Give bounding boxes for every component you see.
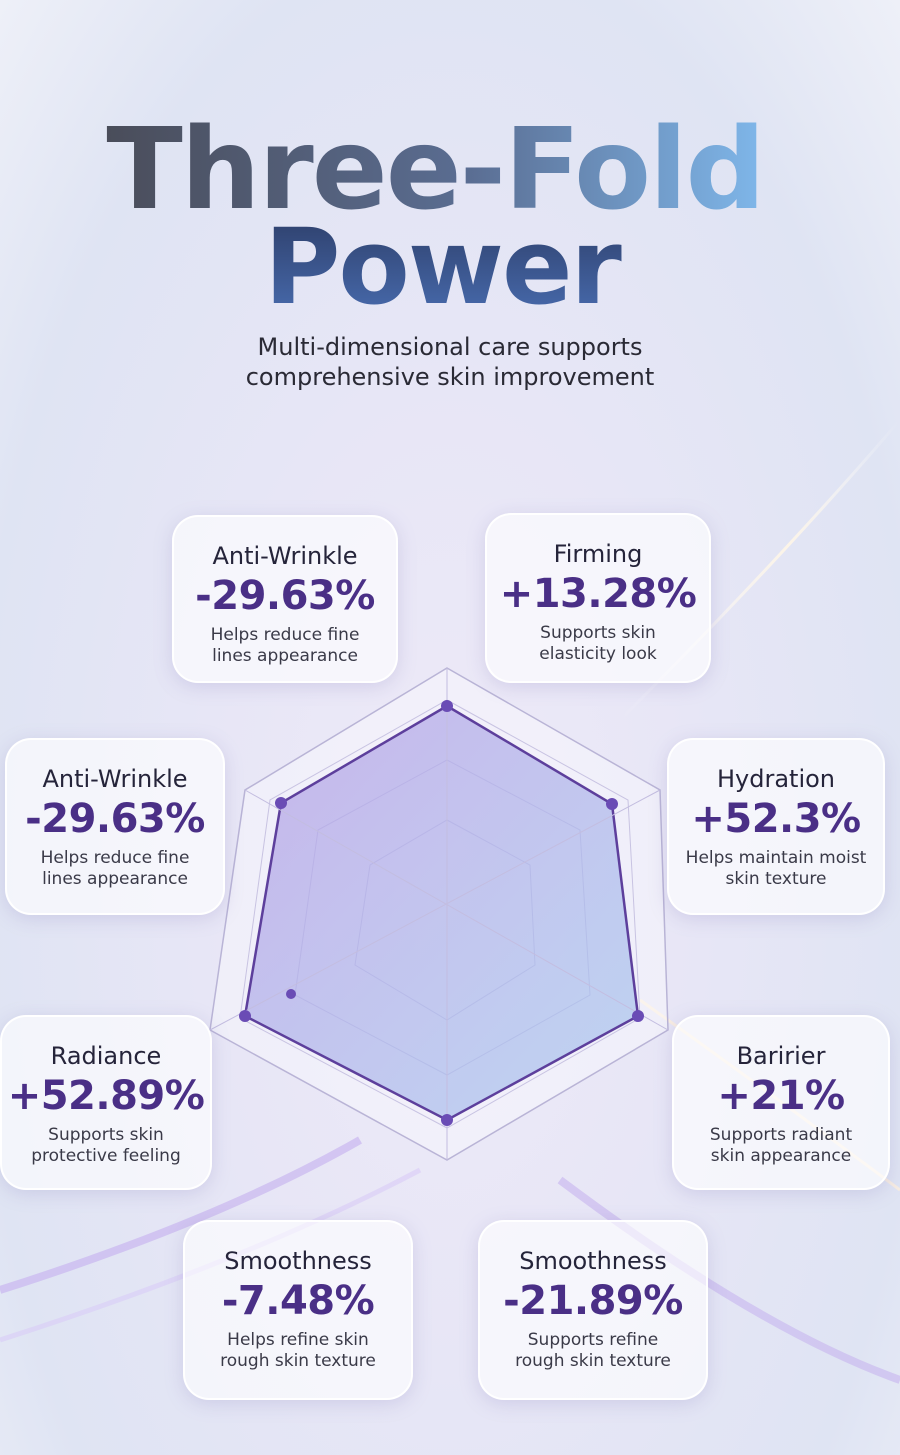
metric-description: Supports refine rough skin texture: [480, 1330, 706, 1372]
description-line: Helps reduce fine: [40, 848, 190, 868]
metric-value: -7.48%: [221, 1278, 375, 1324]
metric-label: Anti-Wrinkle: [212, 542, 358, 570]
description-line: lines appearance: [42, 869, 188, 889]
metric-label: Firming: [553, 540, 643, 568]
description-line: skin texture: [725, 869, 827, 889]
description-line: protective feeling: [31, 1146, 181, 1166]
metric-card: Radiance +52.89% Supports skin protective f…: [0, 1015, 212, 1190]
description-line: elasticity look: [539, 644, 657, 664]
metric-description: Helps maintain moist skin texture: [669, 848, 883, 890]
metric-card: Smoothness -21.89% Supports refine rough sk…: [478, 1220, 708, 1400]
description-line: rough skin texture: [220, 1351, 376, 1371]
metric-description: Supports skin elasticity look: [487, 623, 709, 665]
metric-description: Helps reduce fine lines appearance: [174, 625, 396, 667]
metric-description: Supports radiant skin appearance: [674, 1125, 888, 1167]
description-line: Helps refine skin: [227, 1330, 369, 1350]
description-line: Supports refine: [527, 1330, 659, 1350]
metric-card: Baririer +21% Supports radiant skin appeara…: [672, 1015, 890, 1190]
metric-description: Helps refine skin rough skin texture: [185, 1330, 411, 1372]
metric-card: Hydration +52.3% Helps maintain moist skin …: [667, 738, 885, 915]
metric-label: Smoothness: [224, 1247, 372, 1275]
metric-label: Radiance: [50, 1042, 162, 1070]
metric-card: Smoothness -7.48% Helps refine skin rough s…: [183, 1220, 413, 1400]
metric-card: Anti-Wrinkle -29.63% Helps reduce fine line…: [5, 738, 225, 915]
radar: [209, 667, 669, 1161]
description-line: Helps maintain moist: [685, 848, 867, 868]
metric-value: -21.89%: [503, 1278, 683, 1324]
metric-label: Baririer: [736, 1042, 826, 1070]
metric-value: +21%: [717, 1073, 845, 1119]
subtitle-line: comprehensive skin improvement: [245, 363, 655, 391]
description-line: Supports skin: [540, 623, 656, 643]
description-line: Supports radiant: [709, 1125, 853, 1145]
description-line: Helps reduce fine: [210, 625, 360, 645]
subtitle-line: Multi-dimensional care supports: [257, 333, 643, 361]
metric-description: Helps reduce fine lines appearance: [7, 848, 223, 890]
metric-value: -29.63%: [195, 573, 375, 619]
metric-label: Hydration: [716, 765, 836, 793]
description-line: rough skin texture: [515, 1351, 671, 1371]
metric-label: Smoothness: [519, 1247, 667, 1275]
metric-label: Anti-Wrinkle: [42, 765, 188, 793]
title-line: Three-Fold: [106, 105, 763, 235]
description-line: lines appearance: [212, 646, 358, 666]
metric-card: Firming +13.28% Supports skin elasticity lo…: [485, 513, 711, 683]
metric-value: -29.63%: [25, 796, 205, 842]
description-line: Supports skin: [48, 1125, 164, 1145]
metric-card: Anti-Wrinkle -29.63% Helps reduce fine line…: [172, 515, 398, 683]
title-line: Power: [264, 206, 621, 328]
metric-description: Supports skin protective feeling: [2, 1125, 210, 1167]
description-line: skin appearance: [710, 1146, 852, 1166]
metric-value: +13.28%: [499, 571, 697, 617]
metric-value: +52.3%: [691, 796, 861, 842]
metric-value: +52.89%: [7, 1073, 205, 1119]
